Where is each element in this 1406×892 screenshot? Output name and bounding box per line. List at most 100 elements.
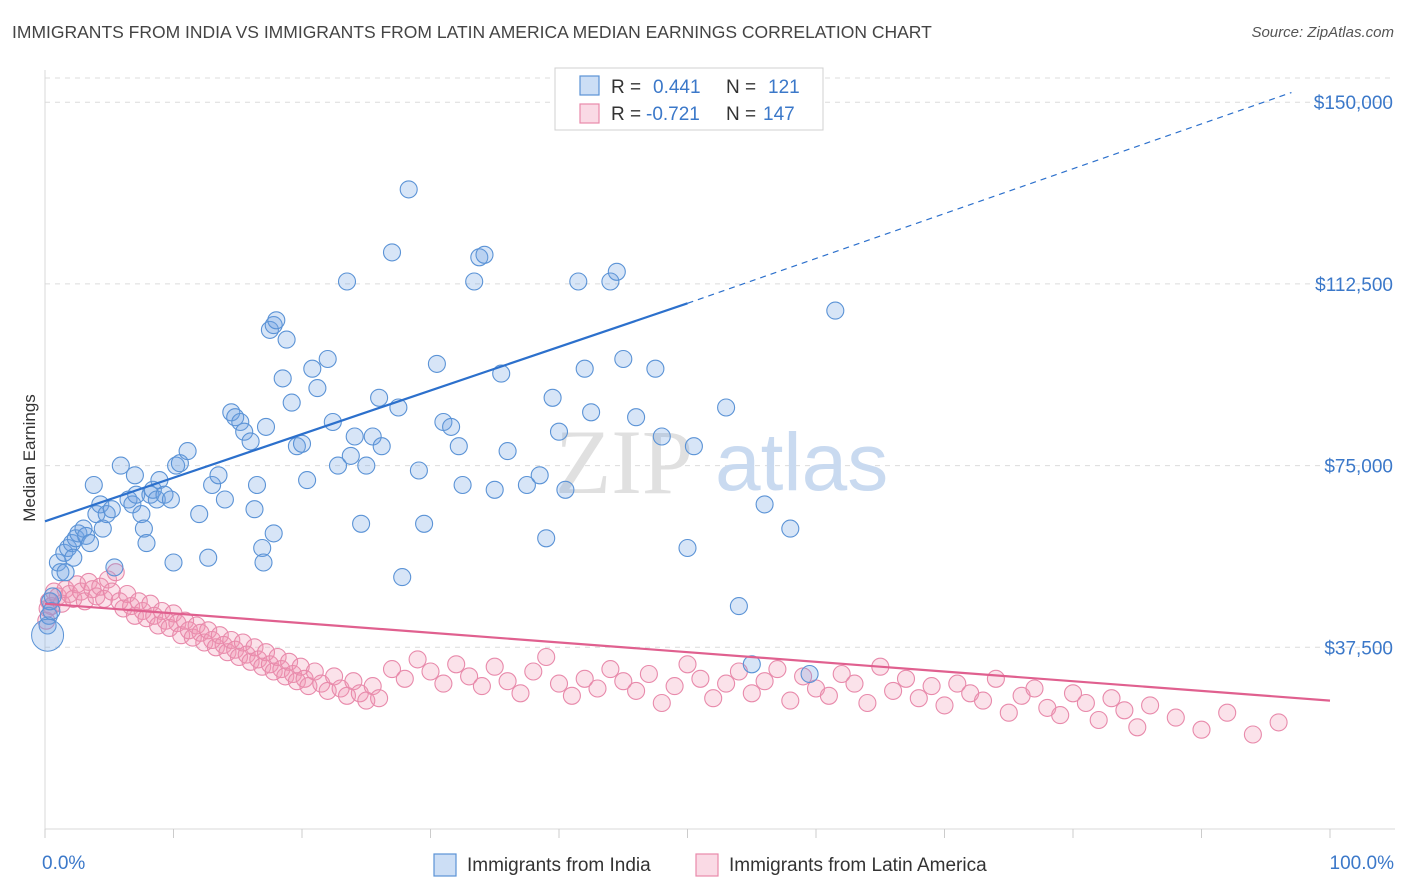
india-point <box>199 548 218 567</box>
x-ticks <box>44 829 1331 838</box>
india-point <box>298 471 317 490</box>
india-point <box>247 475 267 495</box>
y-tick-label: $37,500 <box>1324 638 1393 659</box>
y-axis-title: Median Earnings <box>20 394 39 522</box>
india-point <box>80 534 100 553</box>
latam-point <box>884 681 903 700</box>
india-point <box>267 311 286 330</box>
y-tick-label: $75,000 <box>1324 457 1393 478</box>
india-point <box>678 538 697 558</box>
latam-point <box>434 674 453 693</box>
x-tick-label-max: 100.0% <box>1330 853 1395 874</box>
latam-point <box>447 655 466 674</box>
india-point <box>382 243 402 262</box>
india-point <box>209 466 228 485</box>
india-point <box>341 446 360 465</box>
latam-point <box>537 647 556 667</box>
india-point <box>415 514 434 533</box>
stats-latam-r-label: R = <box>611 104 641 125</box>
india-point <box>755 495 774 514</box>
latam-point <box>639 664 658 684</box>
india-point <box>684 437 703 456</box>
india-point <box>465 272 484 291</box>
india-point <box>64 548 83 567</box>
india-point <box>475 245 494 264</box>
india-point <box>652 427 671 446</box>
latam-point <box>1025 679 1044 698</box>
india-point <box>235 422 254 441</box>
latam-point <box>832 664 851 684</box>
india-point <box>93 519 112 538</box>
latam-point <box>1128 718 1147 737</box>
y-tick-labels: $37,500 $75,000 $112,500 $150,000 <box>1314 93 1393 659</box>
stats-latam-n-label: N = <box>726 104 756 125</box>
watermark-zip: ZIP <box>555 411 693 513</box>
india-point <box>537 529 556 548</box>
watermark-atlas: atlas <box>715 417 888 508</box>
latam-point <box>210 626 229 645</box>
india-point <box>303 359 322 378</box>
stats-india-n-value: 121 <box>768 77 800 98</box>
india-point <box>409 461 428 480</box>
latam-point <box>755 672 774 691</box>
latam-point <box>472 677 491 696</box>
latam-point <box>460 667 479 686</box>
india-point <box>161 490 180 509</box>
stats-india-r-value: 0.441 <box>653 77 701 98</box>
latam-point <box>199 621 218 640</box>
latam-point <box>896 669 916 688</box>
stats-india-r-label: R = <box>611 77 641 98</box>
india-point <box>264 524 283 543</box>
india-point <box>492 364 511 383</box>
stats-latam-n-value: 147 <box>763 104 795 125</box>
india-point <box>393 568 412 587</box>
latam-point <box>370 689 389 708</box>
latam-point <box>245 638 264 657</box>
latam-point <box>652 693 671 713</box>
india-point <box>345 427 364 446</box>
india-point <box>292 434 312 453</box>
latam-point <box>614 672 633 691</box>
india-point <box>43 587 62 606</box>
latam-point <box>999 703 1018 722</box>
latam-point <box>845 674 864 693</box>
india-point <box>575 359 594 378</box>
latam-point <box>291 657 310 676</box>
latam-point <box>575 669 594 688</box>
india-point <box>164 553 183 572</box>
india-point <box>203 475 222 495</box>
india-point <box>646 359 665 378</box>
india-point <box>56 563 75 582</box>
india-point <box>125 466 144 485</box>
india-point <box>328 456 348 475</box>
latam-point <box>549 674 569 693</box>
latam-point <box>909 689 928 708</box>
latam-point <box>935 696 954 715</box>
india-point <box>231 412 250 432</box>
legend-india-swatch <box>433 853 457 877</box>
latam-point <box>1063 684 1083 703</box>
india-point <box>627 408 646 427</box>
stats-india-swatch <box>579 75 600 96</box>
india-point <box>226 408 245 427</box>
latam-point <box>691 669 710 688</box>
india-point <box>607 262 626 281</box>
latam-point <box>268 647 287 667</box>
legend: Immigrants from India Immigrants from La… <box>433 853 987 877</box>
latam-point <box>1192 720 1211 739</box>
india-point <box>132 505 151 524</box>
india-point <box>102 500 121 519</box>
india-point <box>84 475 103 495</box>
india-point <box>51 563 70 582</box>
stats-box: R = 0.441 N = 121 R = -0.721 N = 147 <box>554 67 824 131</box>
india-point <box>352 514 371 533</box>
india-point <box>826 301 845 320</box>
legend-india-label: Immigrants from India <box>467 855 651 876</box>
india-point <box>729 597 748 616</box>
india-point <box>453 475 472 495</box>
india-point <box>337 272 357 291</box>
latam-point <box>1141 696 1160 715</box>
latam-point <box>1218 703 1237 722</box>
india-point <box>178 442 197 461</box>
